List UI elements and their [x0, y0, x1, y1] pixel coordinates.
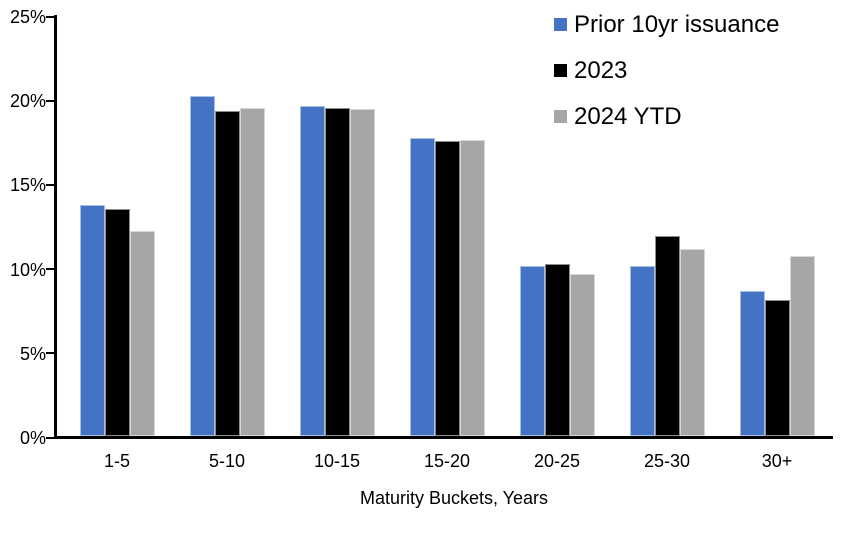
x-axis-line	[54, 436, 833, 439]
y-axis-tick	[46, 436, 54, 439]
y-axis-tick-label: 20%	[9, 91, 46, 112]
bar-2023-15-20	[434, 141, 460, 436]
x-axis-category-label: 15-20	[423, 451, 471, 471]
y-axis-tick	[46, 15, 54, 18]
y-axis-tick-label: 15%	[9, 175, 46, 196]
x-axis-category-label: 20-25	[533, 451, 581, 471]
bar-2023-1-5	[104, 208, 130, 436]
legend-item: 2024 YTD	[554, 103, 779, 130]
bar-2024-ytd-25-30	[679, 249, 705, 436]
y-axis-tick	[46, 99, 54, 102]
y-axis-tick-label: 25%	[9, 7, 46, 27]
bar-2024-ytd-30+	[789, 255, 815, 436]
y-axis-tick	[46, 183, 54, 186]
y-axis-tick	[46, 268, 54, 271]
legend-label: 2024 YTD	[574, 103, 682, 130]
bar-2023-30+	[764, 299, 790, 436]
y-axis-line	[54, 15, 57, 439]
plot-area	[57, 15, 833, 436]
bar-prior-10yr-issuance-1-5	[79, 205, 105, 436]
y-axis-tick-label: 10%	[9, 259, 46, 280]
bar-2024-ytd-5-10	[239, 107, 265, 436]
y-axis-tick	[46, 352, 54, 355]
bar-2023-10-15	[324, 107, 350, 436]
bar-2023-25-30	[654, 235, 680, 436]
bar-prior-10yr-issuance-30+	[739, 291, 765, 436]
bar-prior-10yr-issuance-25-30	[629, 265, 655, 436]
legend-item: Prior 10yr issuance	[554, 11, 779, 38]
bar-2024-ytd-15-20	[459, 139, 485, 436]
bar-2023-5-10	[214, 110, 240, 436]
x-axis-category-label: 1-5	[103, 451, 130, 471]
bar-prior-10yr-issuance-15-20	[409, 137, 435, 436]
x-axis-category-label: 5-10	[208, 451, 246, 471]
legend-swatch-icon	[554, 18, 567, 31]
x-axis-category-label: 10-15	[313, 451, 361, 471]
bar-2023-20-25	[544, 264, 570, 436]
bar-2024-ytd-1-5	[129, 230, 155, 436]
x-axis-category-label: 25-30	[643, 451, 691, 471]
legend-label: Prior 10yr issuance	[574, 11, 780, 38]
bar-prior-10yr-issuance-5-10	[189, 95, 215, 436]
y-axis-tick-label: 0%	[19, 428, 46, 448]
legend-item: 2023	[554, 57, 779, 84]
bar-prior-10yr-issuance-20-25	[519, 265, 545, 436]
x-axis-category-label: 30+	[761, 451, 793, 471]
legend-swatch-icon	[554, 110, 567, 123]
x-axis-title: Maturity Buckets, Years	[359, 488, 549, 508]
bar-2024-ytd-20-25	[569, 274, 595, 436]
y-axis-tick-label: 5%	[19, 343, 46, 364]
bar-2024-ytd-10-15	[349, 109, 375, 436]
bar-prior-10yr-issuance-10-15	[299, 105, 325, 436]
legend-swatch-icon	[554, 64, 567, 77]
legend-label: 2023	[574, 57, 628, 84]
legend: Prior 10yr issuance 2023 2024 YTD	[554, 11, 779, 130]
